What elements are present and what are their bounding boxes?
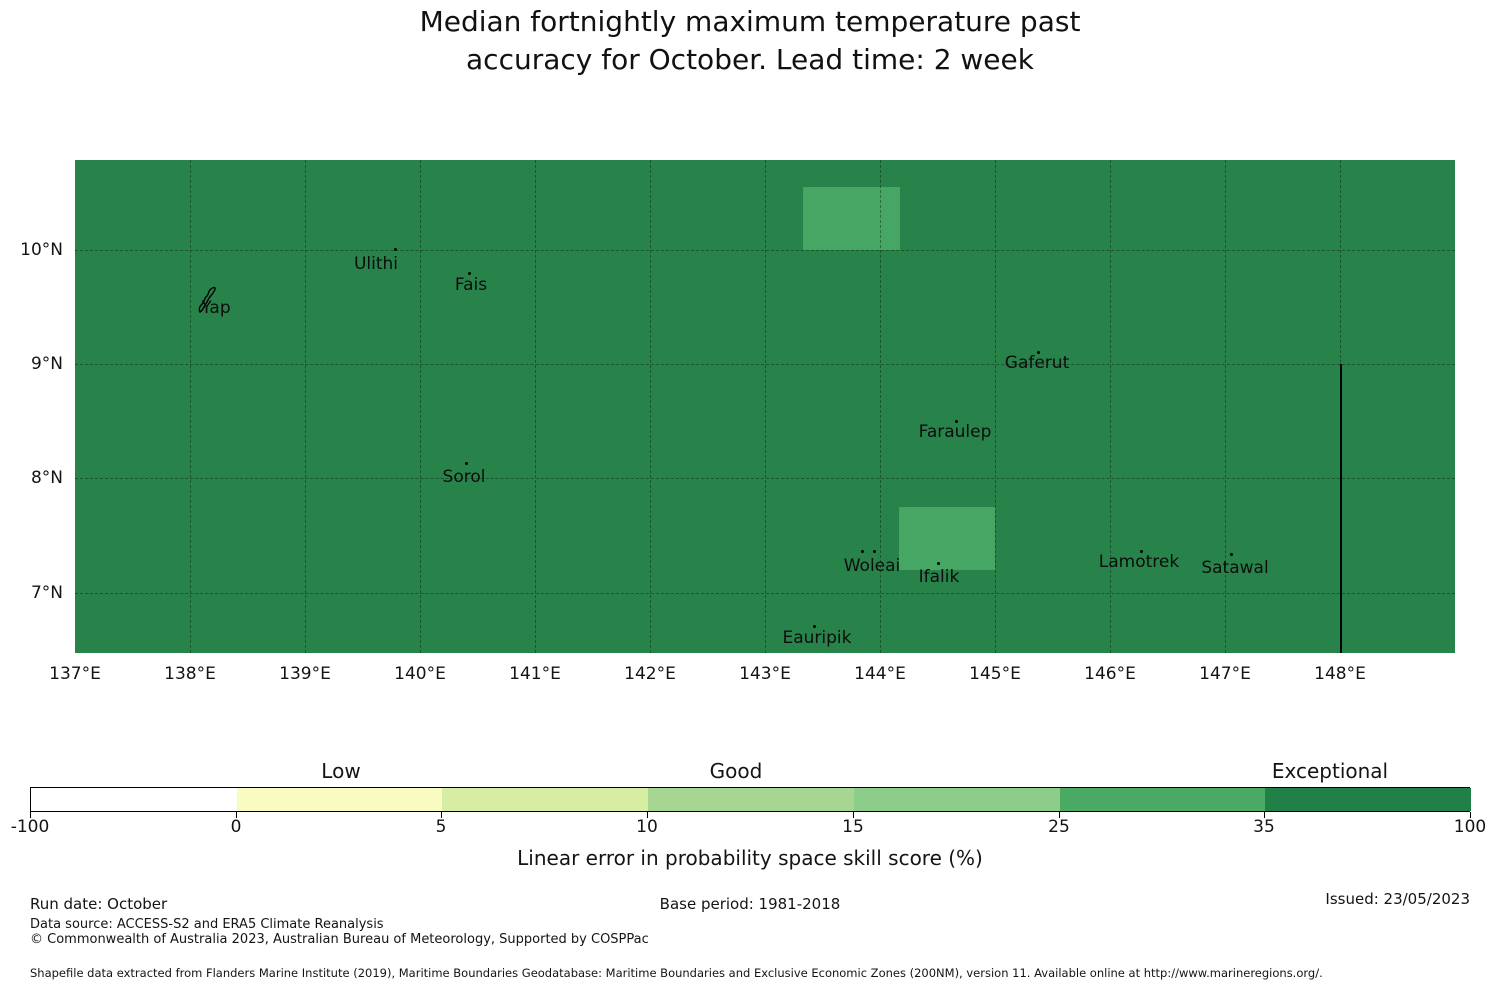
latitude-gridline bbox=[75, 593, 1455, 594]
island-marker-dot bbox=[936, 561, 940, 565]
x-axis-tick-label: 145°E bbox=[969, 664, 1021, 684]
longitude-gridline bbox=[1225, 160, 1226, 653]
yap-island-outline bbox=[198, 286, 216, 313]
colorbar-tick bbox=[647, 812, 648, 818]
x-axis-tick-label: 140°E bbox=[394, 664, 446, 684]
colorbar-segment bbox=[31, 788, 237, 811]
colorbar-category-label: Good bbox=[709, 759, 763, 783]
colorbar-tick bbox=[30, 812, 31, 818]
island-marker-dot bbox=[1229, 552, 1233, 556]
island-label: Ulithi bbox=[353, 254, 399, 274]
colorbar-segment bbox=[854, 788, 1060, 811]
copyright-text: © Commonwealth of Australia 2023, Austra… bbox=[30, 932, 649, 947]
chart-title-line1: Median fortnightly maximum temperature p… bbox=[419, 5, 1081, 38]
colorbar-tick bbox=[1059, 812, 1060, 818]
colorbar-tick-label: 0 bbox=[230, 817, 242, 837]
colorbar-tick-label: 25 bbox=[1048, 817, 1070, 837]
x-axis-tick-label: 144°E bbox=[854, 664, 906, 684]
island-label: Lamotrek bbox=[1098, 552, 1180, 572]
island-marker-dot bbox=[954, 419, 958, 423]
y-axis-tick-label: 7°N bbox=[30, 583, 63, 603]
skill-region-patch bbox=[803, 187, 900, 250]
colorbar-segment bbox=[1265, 788, 1471, 811]
colorbar-segment bbox=[442, 788, 648, 811]
island-label: Sorol bbox=[442, 467, 486, 487]
island-label: Woleai bbox=[843, 556, 901, 576]
eez-boundary-line bbox=[1340, 364, 1342, 653]
x-axis-tick-label: 142°E bbox=[624, 664, 676, 684]
island-label: Gaferut bbox=[1004, 353, 1070, 373]
island-marker-dot bbox=[1036, 350, 1040, 354]
longitude-gridline bbox=[650, 160, 651, 653]
island-marker-dot bbox=[812, 624, 816, 628]
data-source-text: Data source: ACCESS-S2 and ERA5 Climate … bbox=[30, 917, 384, 932]
island-label: Yap bbox=[201, 298, 231, 318]
colorbar-tick-label: 35 bbox=[1253, 817, 1275, 837]
colorbar-category-label: Exceptional bbox=[1271, 759, 1389, 783]
colorbar-tick bbox=[853, 812, 854, 818]
x-axis-tick-label: 141°E bbox=[509, 664, 561, 684]
colorbar-segment bbox=[1060, 788, 1265, 811]
colorbar-tick-label: 5 bbox=[435, 817, 447, 837]
longitude-gridline bbox=[535, 160, 536, 653]
island-label: Fais bbox=[454, 275, 488, 295]
y-axis-tick-label: 8°N bbox=[30, 468, 63, 488]
latitude-gridline bbox=[75, 250, 1455, 251]
latitude-gridline bbox=[75, 478, 1455, 479]
island-marker-dot bbox=[860, 549, 864, 553]
island-label: Ifalik bbox=[918, 567, 960, 587]
x-axis-tick-label: 147°E bbox=[1199, 664, 1251, 684]
colorbar-tick bbox=[1264, 812, 1265, 818]
skill-region-patch bbox=[899, 507, 995, 570]
y-axis-tick-label: 10°N bbox=[20, 240, 63, 260]
base-period-text: Base period: 1981-2018 bbox=[659, 895, 841, 913]
colorbar-tick bbox=[441, 812, 442, 818]
colorbar-segment bbox=[648, 788, 854, 811]
x-axis-tick-label: 143°E bbox=[739, 664, 791, 684]
x-axis-tick-label: 138°E bbox=[164, 664, 216, 684]
map-plot-area: Yap Ulithi Fais Sorol Gaferut Faraulep Woleai I… bbox=[75, 160, 1455, 653]
colorbar-tick-label: 15 bbox=[842, 817, 864, 837]
island-marker-dot bbox=[872, 549, 876, 553]
colorbar-tick bbox=[1470, 812, 1471, 818]
x-axis-tick-label: 146°E bbox=[1084, 664, 1136, 684]
longitude-gridline bbox=[420, 160, 421, 653]
colorbar-tick-label: 100 bbox=[1453, 817, 1487, 837]
run-date-text: Run date: October bbox=[30, 895, 168, 913]
y-axis-tick-label: 9°N bbox=[30, 354, 63, 374]
island-label: Faraulep bbox=[918, 422, 992, 442]
longitude-gridline bbox=[995, 160, 996, 653]
colorbar-segment bbox=[237, 788, 442, 811]
colorbar bbox=[30, 787, 1471, 812]
longitude-gridline bbox=[880, 160, 881, 653]
island-marker-dot bbox=[467, 271, 471, 275]
x-axis-tick-label: 137°E bbox=[49, 664, 101, 684]
colorbar-axis-label: Linear error in probability space skill … bbox=[517, 846, 983, 870]
issued-date-text: Issued: 23/05/2023 bbox=[1325, 890, 1470, 908]
longitude-gridline bbox=[1110, 160, 1111, 653]
island-marker-dot bbox=[464, 461, 468, 465]
colorbar-tick-label: -100 bbox=[10, 817, 50, 837]
longitude-gridline bbox=[765, 160, 766, 653]
longitude-gridline bbox=[305, 160, 306, 653]
colorbar-category-label: Low bbox=[321, 759, 361, 783]
longitude-gridline bbox=[190, 160, 191, 653]
shapefile-attribution-text: Shapefile data extracted from Flanders M… bbox=[30, 966, 1323, 980]
chart-title-line2: accuracy for October. Lead time: 2 week bbox=[466, 43, 1034, 76]
latitude-gridline bbox=[75, 364, 1455, 365]
chart-title: Median fortnightly maximum temperature p… bbox=[0, 3, 1500, 79]
island-marker-dot bbox=[1139, 549, 1143, 553]
island-label: Satawal bbox=[1201, 558, 1269, 578]
island-label: Eauripik bbox=[782, 628, 852, 648]
colorbar-tick-label: 10 bbox=[636, 817, 658, 837]
x-axis-tick-label: 139°E bbox=[279, 664, 331, 684]
island-marker-dot bbox=[393, 247, 397, 251]
colorbar-tick bbox=[236, 812, 237, 818]
x-axis-tick-label: 148°E bbox=[1314, 664, 1366, 684]
